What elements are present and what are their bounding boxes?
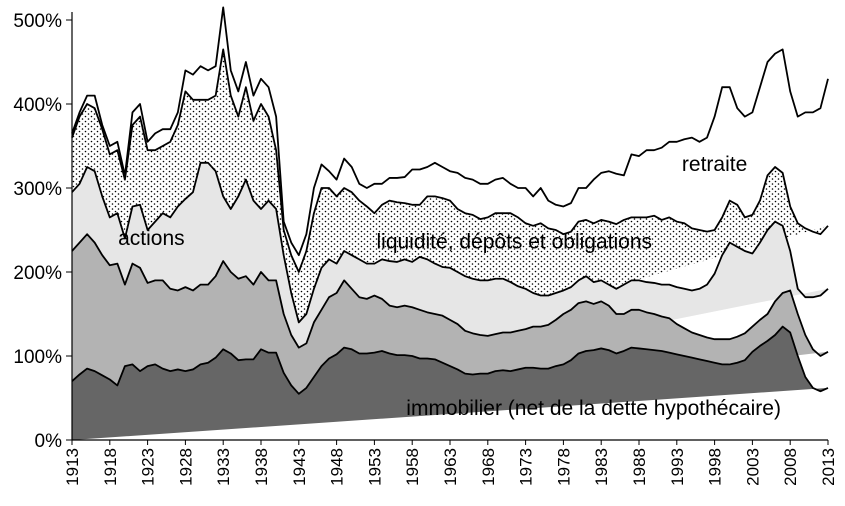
- x-tick-label: 1973: [517, 448, 536, 486]
- x-tick-label: 1923: [139, 448, 158, 486]
- annotations: actions liquidité, dépôts et obligations r…: [118, 153, 781, 420]
- x-tick-label: 2008: [781, 448, 800, 486]
- x-tick-label: 1918: [101, 448, 120, 486]
- x-tick-label: 1968: [479, 448, 498, 486]
- series-line-2: [71, 233, 829, 357]
- annotation-label-1: actions: [118, 227, 185, 250]
- area-outline-group: [71, 6, 829, 395]
- x-tick-label: 1993: [668, 448, 687, 486]
- series-line-3: [71, 161, 829, 324]
- x-tick-label: 2003: [743, 448, 762, 486]
- x-tick-label: 1953: [365, 448, 384, 486]
- y-tick-label: 100%: [13, 347, 62, 368]
- series-line-1: [71, 325, 829, 395]
- y-tick-label: 300%: [13, 179, 62, 200]
- annotation-label-2: liquidité, dépôts et obligations: [376, 230, 652, 253]
- area-series-group: [72, 7, 828, 441]
- y-axis-ticks: 0% 100% 200% 300% 400% 500%: [13, 11, 72, 452]
- y-tick-label: 500%: [13, 11, 62, 32]
- x-tick-label: 2013: [819, 448, 838, 486]
- x-tick-label: 1943: [290, 448, 309, 486]
- annotation-label-3: retraite: [682, 153, 747, 176]
- x-tick-label: 1928: [176, 448, 195, 486]
- x-tick-label: 1983: [592, 448, 611, 486]
- x-axis-ticks: 1913 1918 1923 1928 1933 1938 1943 1948 1953 1958…: [63, 440, 838, 486]
- y-tick-label: 0%: [35, 431, 63, 452]
- x-tick-label: 1998: [706, 448, 725, 486]
- x-tick-label: 1948: [328, 448, 347, 486]
- x-tick-label: 1958: [403, 448, 422, 486]
- series-line-4: [71, 48, 829, 273]
- x-tick-label: 1913: [63, 448, 82, 486]
- annotation-label-4: immobilier (net de la dette hypothécaire…: [406, 397, 781, 420]
- y-tick-label: 200%: [13, 263, 62, 284]
- x-tick-label: 1933: [214, 448, 233, 486]
- y-tick-label: 400%: [13, 95, 62, 116]
- x-tick-label: 1978: [554, 448, 573, 486]
- area-series-1: [72, 326, 828, 440]
- series-line-5: [71, 6, 829, 257]
- x-tick-label: 1988: [630, 448, 649, 486]
- x-tick-label: 1938: [252, 448, 271, 486]
- x-tick-label: 1963: [441, 448, 460, 486]
